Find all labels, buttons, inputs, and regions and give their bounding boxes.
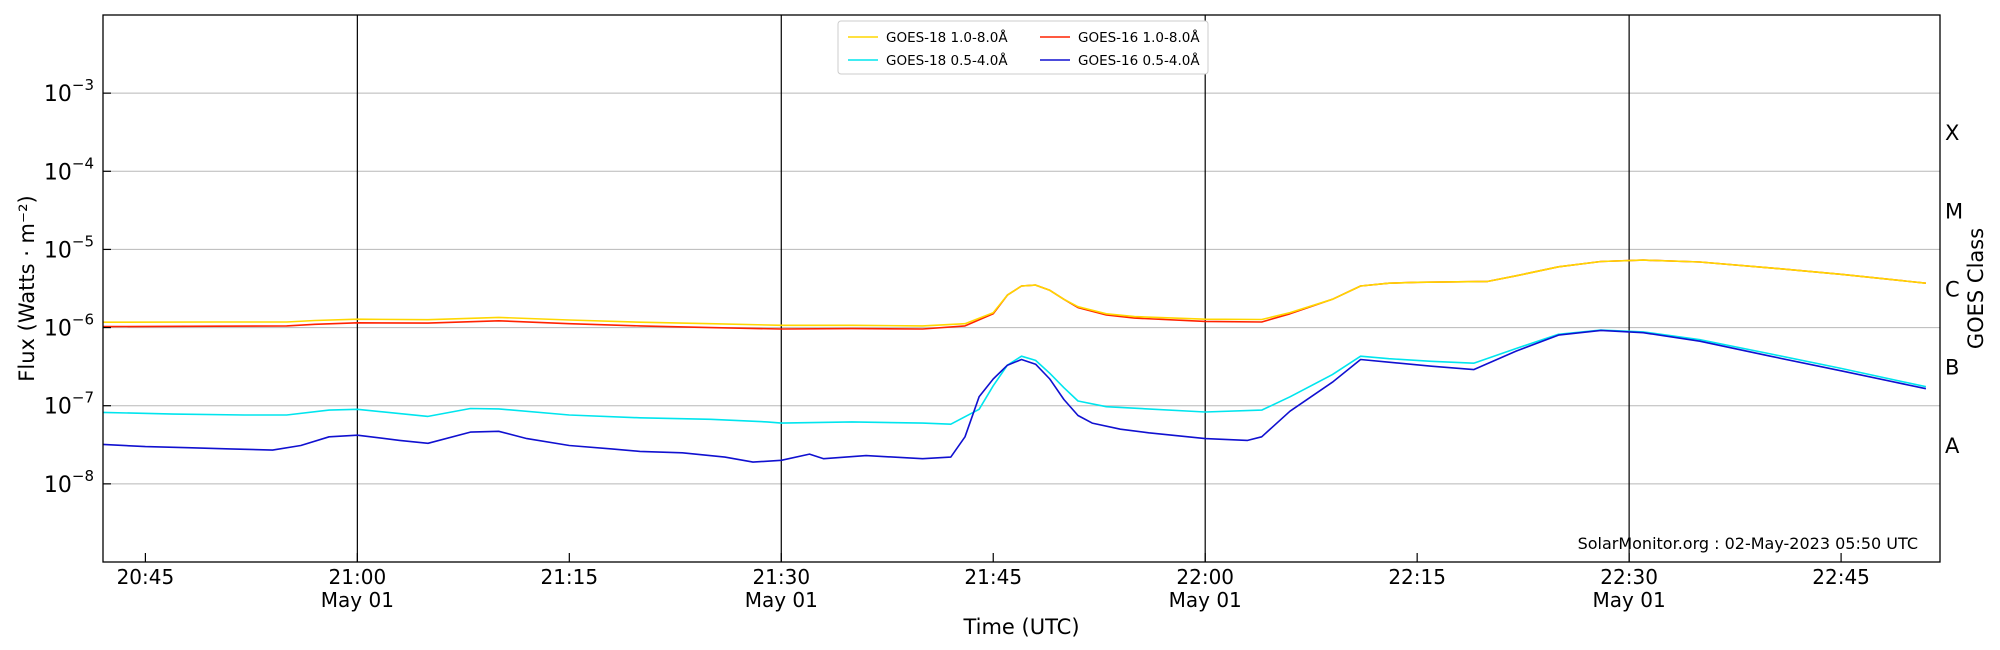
x-axis-label: Time (UTC)	[962, 615, 1079, 639]
y-tick-exponent: −3	[72, 76, 94, 94]
y-tick-base: 10	[44, 160, 72, 185]
x-tick-date: May 01	[1593, 588, 1666, 612]
grid-layer	[103, 92, 1940, 485]
y-tick-exponent: −4	[72, 154, 94, 172]
series-layer	[102, 259, 1927, 463]
x-tick-label: 22:15	[1388, 565, 1446, 589]
y-tick-base: 10	[44, 317, 72, 342]
x-tick-label: 20:45	[117, 565, 175, 589]
vertical-lines	[356, 15, 1630, 562]
x-tick-date: May 01	[745, 588, 818, 612]
y-tick-base: 10	[44, 82, 72, 107]
x-tick-label: 22:45	[1812, 565, 1870, 589]
y-tick-label: 10−3	[44, 76, 94, 107]
x-tick-label: 21:00	[329, 565, 387, 589]
y-tick-label: 10−7	[44, 389, 94, 420]
y-tick-base: 10	[44, 473, 72, 498]
series-line-goes-18-1-0-8-0-	[102, 259, 1926, 327]
x-tick-date: May 01	[321, 588, 394, 612]
legend-label: GOES-16 0.5-4.0Å	[1078, 52, 1200, 69]
credit-text: SolarMonitor.org : 02-May-2023 05:50 UTC	[1578, 534, 1918, 553]
series-line-goes-18-0-5-4-0-	[102, 329, 1927, 425]
series-line-goes-16-0-5-4-0-	[102, 329, 1927, 463]
y-tick-label: 10−6	[44, 311, 94, 342]
goes-class-labels: A B C M X	[1945, 121, 1963, 458]
y-axis-label: Flux (Watts · m⁻²)	[15, 195, 39, 381]
goes-class-b: B	[1945, 356, 1959, 380]
legend-label: GOES-18 1.0-8.0Å	[886, 29, 1008, 46]
goes-class-c: C	[1945, 278, 1960, 302]
x-tick-label: 21:30	[752, 565, 810, 589]
legend-label: GOES-16 1.0-8.0Å	[1078, 29, 1200, 46]
y-tick-label: 10−5	[44, 232, 94, 263]
x-tick-date: May 01	[1169, 588, 1242, 612]
y-tick-exponent: −6	[72, 311, 94, 329]
plot-frame	[102, 14, 1941, 563]
y-axis-right-label: GOES Class	[1964, 228, 1988, 349]
legend-label: GOES-18 0.5-4.0Å	[886, 52, 1008, 69]
y-tick-exponent: −7	[72, 389, 94, 407]
y-tick-exponent: −8	[72, 467, 94, 485]
y-tick-base: 10	[44, 395, 72, 420]
goes-class-m: M	[1945, 199, 1963, 223]
goes-class-a: A	[1945, 434, 1960, 458]
x-tick-label: 21:45	[964, 565, 1022, 589]
y-tick-label: 10−4	[44, 154, 94, 185]
y-tick-base: 10	[44, 238, 72, 263]
x-tick-label: 21:15	[540, 565, 598, 589]
x-tick-label: 22:00	[1176, 565, 1234, 589]
y-tick-label: 10−8	[44, 467, 94, 498]
y-axis-ticks: 10−810−710−610−510−410−3	[44, 76, 111, 498]
y-tick-exponent: −5	[72, 232, 94, 250]
legend: GOES-18 1.0-8.0Å GOES-18 0.5-4.0Å GOES-16 …	[837, 20, 1209, 75]
x-tick-label: 22:30	[1600, 565, 1658, 589]
legend-box	[837, 20, 1209, 75]
goes-class-x: X	[1945, 121, 1959, 145]
